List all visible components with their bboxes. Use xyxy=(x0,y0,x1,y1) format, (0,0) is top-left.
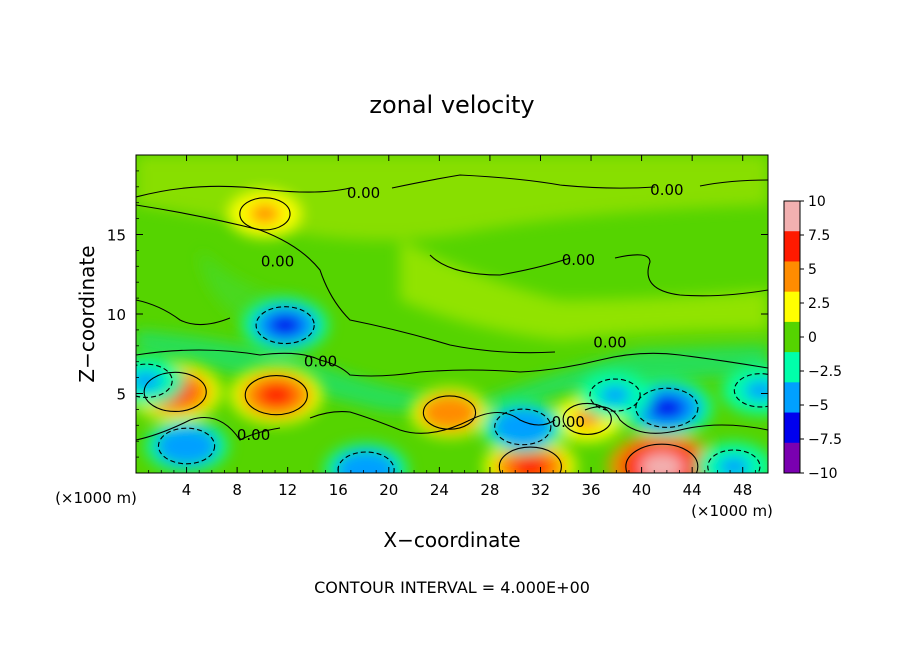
colorbar-tick-label: 7.5 xyxy=(808,228,830,244)
contour-label: 0.00 xyxy=(650,181,683,199)
contour-negative xyxy=(157,427,216,465)
colorbar-tick-label: 2.5 xyxy=(808,296,830,312)
contour-label: 0.00 xyxy=(304,353,337,371)
contour-label: 0.00 xyxy=(562,251,595,269)
zero-contour xyxy=(136,299,231,326)
velocity-minimum xyxy=(348,458,384,473)
chart-title: zonal velocity xyxy=(369,91,534,119)
contour-label: 0.00 xyxy=(593,334,626,352)
contour-positive xyxy=(562,402,612,435)
contour-negative xyxy=(589,378,641,412)
velocity-minimum xyxy=(717,456,750,473)
colorbar-tick-label: 0 xyxy=(808,330,817,346)
zero-contour xyxy=(136,204,556,354)
y-tick-label: 5 xyxy=(116,386,126,404)
contour-negative xyxy=(255,306,315,345)
x-tick-label: 16 xyxy=(329,481,348,499)
x-axis-title: X−coordinate xyxy=(383,528,520,552)
y-tick-label: 10 xyxy=(107,306,126,324)
contour-label: 0.00 xyxy=(261,253,294,271)
contour-positive xyxy=(498,446,562,473)
contour-negative xyxy=(494,408,552,446)
colorbar-swatch xyxy=(784,231,800,262)
contour-negative xyxy=(136,363,173,398)
plot-area: 0.00 0.00 0.00 0.00 0.00 0.00 0.00 0.00 xyxy=(136,155,768,473)
colorbar-tick-label: −2.5 xyxy=(808,364,842,380)
contour-negative xyxy=(733,373,768,408)
colorbar-tick-label: 10 xyxy=(808,194,826,210)
contour-interval-note: CONTOUR INTERVAL = 4.000E+00 xyxy=(314,578,590,597)
velocity-maximum xyxy=(639,452,684,473)
zero-contour xyxy=(136,406,768,441)
colorbar-swatch xyxy=(784,261,800,293)
x-tick-label: 36 xyxy=(581,481,600,499)
contour-label: 0.00 xyxy=(552,413,585,431)
velocity-minimum xyxy=(647,395,686,420)
y-axis-title: Z−coordinate xyxy=(75,245,99,382)
contour-label: 0.00 xyxy=(237,426,270,444)
x-tick-label: 40 xyxy=(632,481,651,499)
velocity-minimum xyxy=(136,370,163,391)
velocity-minimum xyxy=(744,380,768,401)
contour-label: 0.00 xyxy=(347,184,380,202)
velocity-maximum xyxy=(249,204,281,224)
colorbar-swatch xyxy=(784,321,800,353)
colorbar-swatch xyxy=(784,382,800,414)
colorbar-swatch xyxy=(784,201,800,232)
x-tick-label: 4 xyxy=(182,481,192,499)
y-tick-label: 15 xyxy=(107,227,126,245)
zero-contour xyxy=(136,349,768,377)
x-tick-label: 48 xyxy=(733,481,752,499)
colorbar-tick-label: −5 xyxy=(808,398,829,414)
colorbar-tick-label: 5 xyxy=(808,262,817,278)
colorbar-swatch xyxy=(784,442,800,474)
velocity-minimum xyxy=(267,313,303,337)
x-tick-label: 24 xyxy=(430,481,449,499)
y-axis: 5 10 15 xyxy=(107,170,768,458)
colorbar-swatch xyxy=(784,291,800,323)
contour-negative xyxy=(635,387,699,428)
contour-positive xyxy=(244,374,308,416)
colorbar-tick-label: −7.5 xyxy=(808,432,842,448)
x-tick-label: 8 xyxy=(232,481,242,499)
velocity-minimum xyxy=(599,385,631,405)
x-tick-label: 12 xyxy=(278,481,297,499)
velocity-minimum xyxy=(169,435,204,457)
zero-contour xyxy=(136,174,768,198)
x-tick-label: 32 xyxy=(531,481,550,499)
x-unit-note-left: (×1000 m) xyxy=(55,489,137,507)
velocity-maximum xyxy=(433,402,466,423)
x-tick-label: 44 xyxy=(683,481,702,499)
contour-positive xyxy=(422,395,477,430)
contour-negative xyxy=(707,449,761,473)
contour-positive xyxy=(143,371,207,413)
colorbar-swatch xyxy=(784,412,800,444)
velocity-maximum xyxy=(511,454,550,473)
colorbar-swatch xyxy=(784,352,800,383)
x-unit-note-right: (×1000 m) xyxy=(691,502,773,520)
velocity-maximum xyxy=(257,383,296,408)
x-tick-label: 20 xyxy=(379,481,398,499)
contour-positive xyxy=(239,197,291,231)
colorbar: 10 7.5 5 2.5 0 −2.5 −5 −7.5 −10 xyxy=(783,194,842,482)
velocity-minimum xyxy=(505,416,540,438)
zero-contour xyxy=(429,254,768,297)
colorbar-tick-label: −10 xyxy=(808,466,838,482)
x-tick-label: 28 xyxy=(480,481,499,499)
x-axis: 4 8 12 16 20 24 28 32 36 40 44 48 xyxy=(148,155,756,499)
contour-positive xyxy=(625,443,699,473)
